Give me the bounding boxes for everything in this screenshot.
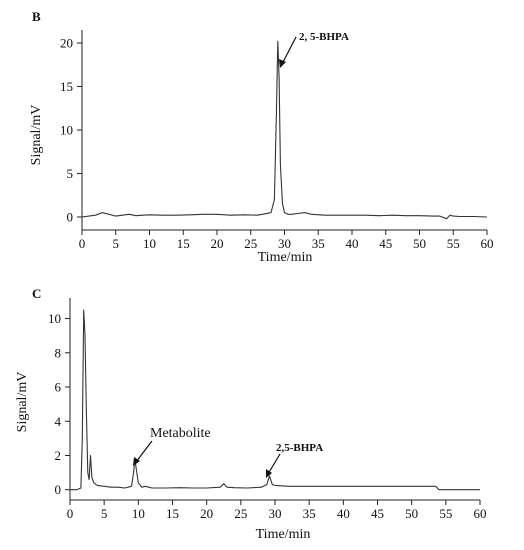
x-tick-label: 55	[447, 236, 460, 251]
x-tick-label: 10	[132, 506, 145, 521]
y-tick-label: 15	[60, 79, 73, 94]
series-group	[81, 40, 488, 220]
x-tick-label: 20	[200, 506, 213, 521]
y-tick-label: 10	[60, 123, 73, 138]
x-tick-label: 45	[371, 506, 384, 521]
x-tick-label: 10	[143, 236, 156, 251]
x-tick-label: 40	[337, 506, 350, 521]
x-tick-label: 5	[113, 236, 120, 251]
y-tick-label: 20	[60, 36, 73, 51]
annotation-2-5-bhpa: 2, 5-BHPA	[279, 31, 349, 68]
x-tick-label: 0	[79, 236, 86, 251]
annotation-2-5-bhpa: 2,5-BHPA	[266, 442, 323, 478]
arrow-head	[266, 469, 272, 478]
y-tick-label: 5	[67, 166, 74, 181]
y-tick-label: 8	[55, 345, 62, 360]
chart-panel-c: C 0 2 4 6 8 10 0 5 10 15 20 25 30 35 40 45 50 55 60 Time/…	[15, 286, 487, 542]
annotation-arrow	[135, 440, 153, 463]
annotation-label: 2, 5-BHPA	[299, 31, 349, 43]
annotation-arrow	[281, 36, 297, 65]
y-ticks: 0 2 4 6 8 10	[48, 311, 70, 497]
x-tick-label: 30	[278, 236, 291, 251]
x-tick-label: 40	[346, 236, 359, 251]
x-tick-label: 50	[413, 236, 426, 251]
x-tick-label: 35	[303, 506, 316, 521]
y-ticks: 0 5 10 15 20	[60, 36, 82, 224]
x-tick-label: 45	[379, 236, 392, 251]
x-tick-label: 5	[101, 506, 108, 521]
x-tick-label: 60	[481, 236, 494, 251]
y-tick-label: 4	[55, 414, 62, 429]
y-tick-label: 6	[55, 380, 62, 395]
x-axis-title: Time/min	[256, 527, 311, 542]
y-tick-label: 0	[67, 209, 74, 224]
x-tick-label: 35	[312, 236, 325, 251]
x-axis-title: Time/min	[258, 250, 313, 265]
x-tick-label: 15	[166, 506, 179, 521]
x-tick-label: 25	[234, 506, 247, 521]
series-group	[70, 309, 480, 491]
x-tick-label: 60	[474, 506, 487, 521]
x-tick-label: 25	[244, 236, 257, 251]
annotation-metabolite: Metabolite	[133, 426, 211, 466]
x-tick-label: 20	[211, 236, 224, 251]
x-tick-label: 50	[405, 506, 418, 521]
panel-label-b: B	[32, 9, 41, 24]
x-tick-label: 30	[269, 506, 282, 521]
panel-label-c: C	[32, 286, 41, 301]
y-tick-label: 10	[48, 311, 61, 326]
series-line	[70, 309, 480, 491]
x-ticks: 0 5 10 15 20 25 30 35 40 45 50 55 60	[79, 230, 494, 251]
x-tick-label: 55	[439, 506, 452, 521]
y-axis-title: Signal/mV	[29, 105, 44, 166]
y-tick-label: 2	[55, 448, 62, 463]
annotation-arrow	[267, 453, 281, 475]
arrow-head	[279, 59, 286, 68]
x-tick-label: 0	[67, 506, 74, 521]
chart-panel-b: B 0 5 10 15 20 0 5 10 15 20 25 30 35 40 45 50 55 60 Time…	[29, 9, 494, 265]
arrow-head	[133, 457, 140, 466]
x-tick-label: 15	[177, 236, 190, 251]
y-tick-label: 0	[55, 482, 62, 497]
series-line	[81, 40, 488, 220]
annotation-label: 2,5-BHPA	[276, 442, 323, 454]
x-ticks: 0 5 10 15 20 25 30 35 40 45 50 55 60	[67, 500, 487, 521]
y-axis-title: Signal/mV	[15, 372, 30, 433]
annotation-label: Metabolite	[150, 426, 211, 441]
